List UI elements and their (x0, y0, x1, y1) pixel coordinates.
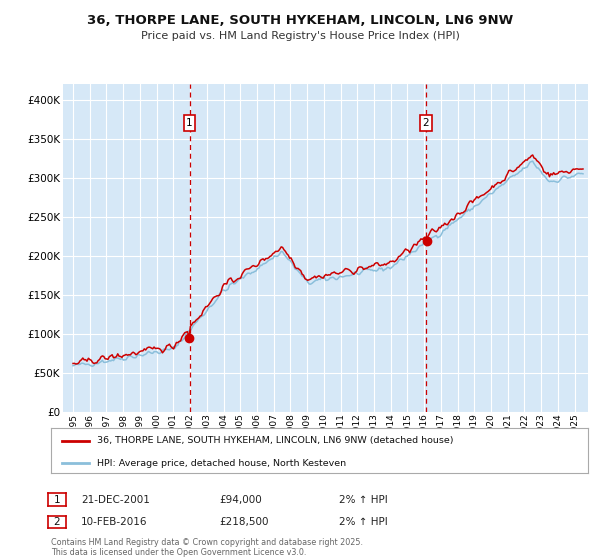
Text: £94,000: £94,000 (219, 494, 262, 505)
Text: 2% ↑ HPI: 2% ↑ HPI (339, 517, 388, 527)
Text: HPI: Average price, detached house, North Kesteven: HPI: Average price, detached house, Nort… (97, 459, 346, 468)
Text: 36, THORPE LANE, SOUTH HYKEHAM, LINCOLN, LN6 9NW: 36, THORPE LANE, SOUTH HYKEHAM, LINCOLN,… (87, 14, 513, 27)
Text: Price paid vs. HM Land Registry's House Price Index (HPI): Price paid vs. HM Land Registry's House … (140, 31, 460, 41)
Text: 1: 1 (53, 494, 61, 505)
Text: 2: 2 (422, 118, 429, 128)
Text: 2: 2 (53, 517, 61, 527)
Text: 36, THORPE LANE, SOUTH HYKEHAM, LINCOLN, LN6 9NW (detached house): 36, THORPE LANE, SOUTH HYKEHAM, LINCOLN,… (97, 436, 453, 445)
Text: 21-DEC-2001: 21-DEC-2001 (81, 494, 150, 505)
Text: 1: 1 (186, 118, 193, 128)
Text: £218,500: £218,500 (219, 517, 269, 527)
Text: 10-FEB-2016: 10-FEB-2016 (81, 517, 148, 527)
Text: 2% ↑ HPI: 2% ↑ HPI (339, 494, 388, 505)
Text: Contains HM Land Registry data © Crown copyright and database right 2025.
This d: Contains HM Land Registry data © Crown c… (51, 538, 363, 557)
